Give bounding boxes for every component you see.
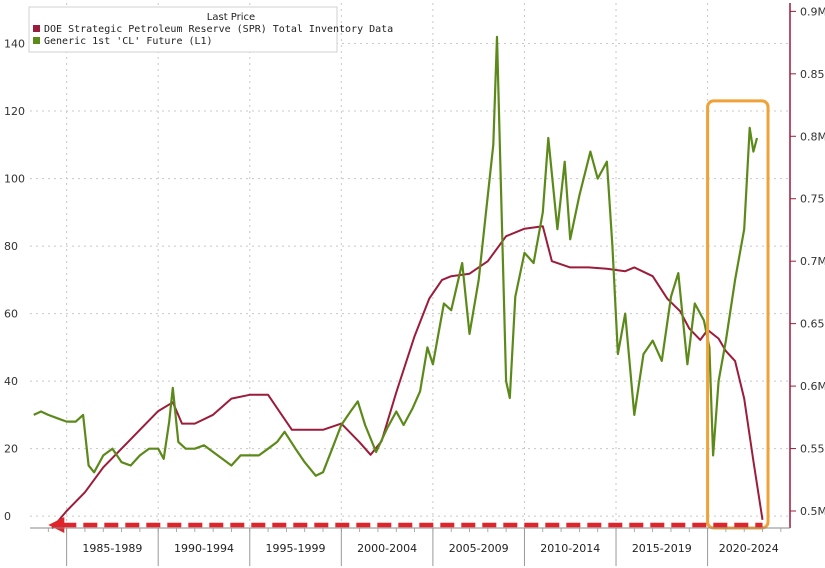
right-tick-label: 0.9M [800,5,825,18]
legend-label-spr: DOE Strategic Petroleum Reserve (SPR) To… [44,24,393,35]
legend-swatch-cl [33,37,40,44]
x-category-label: 2020-2024 [719,542,779,555]
left-axis: 0 20 40 60 80 100 120 140 [4,38,25,524]
left-tick-label: 40 [4,375,18,388]
spr-inventory-line [51,225,764,530]
right-tick-label: 0.85M [800,68,825,81]
arrow-head [48,516,65,533]
x-category-label: 1995-1999 [266,542,326,555]
right-tick-label: 0.5M [800,505,825,518]
left-tick-label: 0 [4,510,11,523]
x-category-label: 2010-2014 [540,542,600,555]
right-tick-label: 0.65M [800,318,825,331]
legend-label-cl: Generic 1st 'CL' Future (L1) [44,36,213,47]
right-tick-label: 0.55M [800,443,825,456]
left-tick-label: 140 [4,38,25,51]
legend: Last Price DOE Strategic Petroleum Reser… [28,6,393,53]
legend-box [28,6,338,53]
right-tick-label: 0.75M [800,193,825,206]
right-tick-label: 0.7M [800,255,825,268]
series-lines [33,35,764,530]
legend-swatch-spr [33,25,40,32]
left-tick-label: 120 [4,105,25,118]
x-axis-categories: 1985-1989 1990-1994 1995-1999 2000-2004 2005… [30,527,790,566]
legend-title: Last Price [207,12,255,23]
right-tick-label: 0.6M [800,380,825,393]
right-tick-label: 0.8M [800,130,825,143]
x-category-label: 2005-2009 [449,542,509,555]
right-axis: 0.5M 0.55M 0.6M 0.65M 0.7M 0.75M 0.8M 0.85M 0.9M [789,3,825,528]
left-tick-label: 100 [4,173,25,186]
cl-future-line [33,35,759,477]
left-tick-label: 20 [4,443,18,456]
x-category-label: 2015-2019 [632,542,692,555]
x-category-label: 2000-2004 [357,542,417,555]
x-category-label: 1985-1989 [82,542,142,555]
left-tick-label: 60 [4,308,18,321]
x-category-label: 1990-1994 [174,542,234,555]
left-tick-label: 80 [4,240,18,253]
